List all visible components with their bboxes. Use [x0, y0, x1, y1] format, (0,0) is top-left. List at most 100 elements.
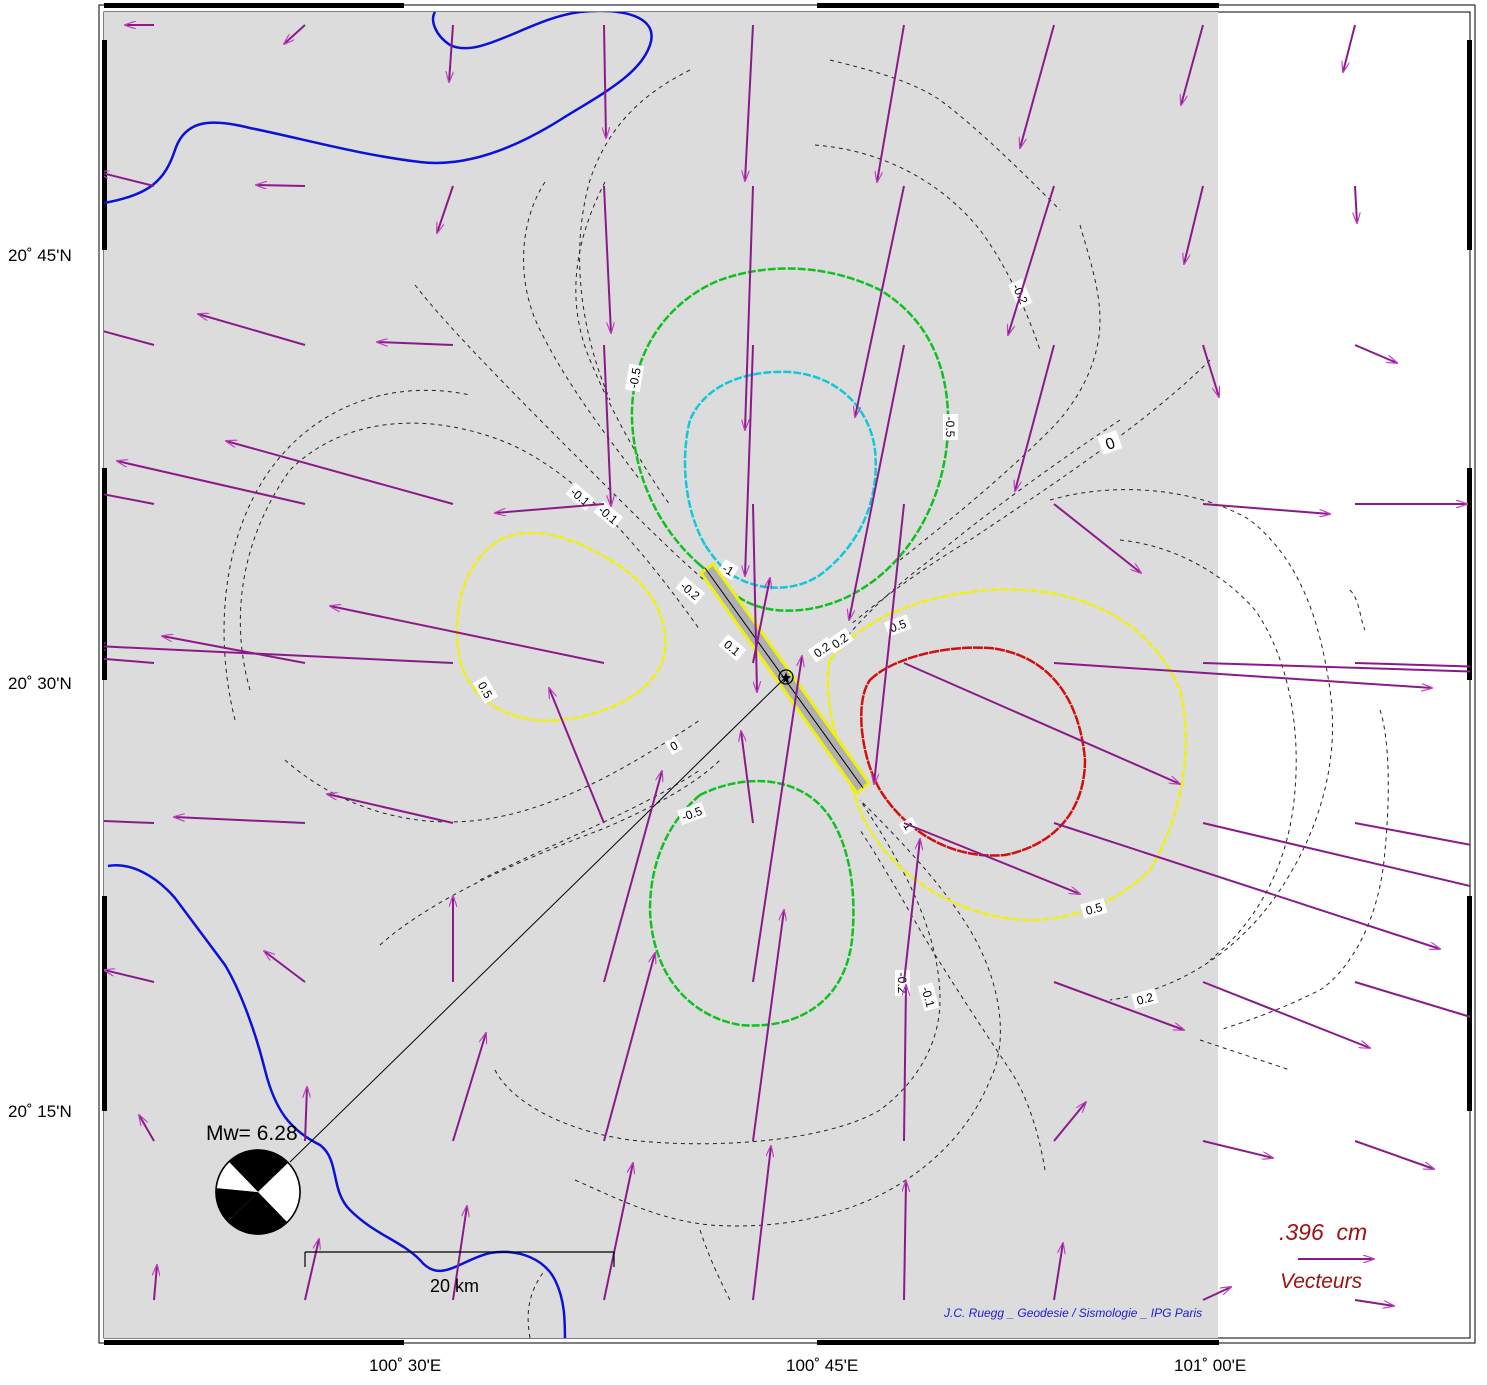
- contour-labels: -0.5 -0.5 -1 -0.5 0.5 0.5 1 0.5 0.2 -0.2…: [472, 278, 1159, 1012]
- displacement-vector: [1202, 503, 1330, 514]
- svg-text:0.5: 0.5: [888, 616, 909, 635]
- displacement-vector: [603, 185, 611, 333]
- river-lines: [104, 12, 653, 1338]
- displacement-vector: [117, 461, 306, 505]
- displacement-vector: [452, 1033, 486, 1142]
- displacement-vector: [903, 662, 1180, 784]
- displacement-vector: [256, 185, 306, 186]
- credit-text: J.C. Ruegg _ Geodesie / Sismologie _ IPG…: [944, 1306, 1203, 1320]
- displacement-vector: [452, 1206, 467, 1301]
- contour-pos-0.5-east: [826, 588, 1188, 922]
- displacement-vector: [1008, 185, 1055, 335]
- displacement-vector: [1053, 981, 1184, 1030]
- displacement-vector: [1184, 185, 1204, 264]
- model-grid-area: [104, 12, 1218, 1338]
- displacement-vector: [104, 646, 454, 664]
- displacement-vector: [1202, 981, 1370, 1048]
- displacement-vector: [752, 1146, 771, 1301]
- displacement-vectors: [104, 24, 1470, 1306]
- displacement-vector: [104, 330, 155, 346]
- displacement-vector: [603, 1163, 633, 1301]
- svg-text:0.5: 0.5: [1084, 900, 1104, 918]
- displacement-vector: [745, 344, 754, 576]
- displacement-vector: [330, 606, 605, 664]
- displacement-vector: [162, 636, 306, 664]
- displacement-vector: [1053, 662, 1432, 688]
- displacement-vector: [104, 172, 155, 187]
- displacement-vector: [874, 503, 905, 784]
- displacement-vector: [104, 657, 155, 664]
- displacement-vector: [855, 185, 905, 417]
- displacement-vector: [305, 1087, 307, 1142]
- displacement-vector: [1053, 1243, 1063, 1301]
- svg-text:-0.5: -0.5: [680, 804, 705, 824]
- contour-pos-0.5-west: [455, 531, 667, 722]
- lat-label-20-30: 20˚ 30'N: [8, 674, 72, 693]
- displacement-vector: [1015, 344, 1055, 491]
- displacement-vector: [377, 342, 454, 345]
- displacement-vector: [327, 794, 454, 824]
- displacement-vector: [549, 688, 605, 824]
- displacement-vector: [1053, 1102, 1086, 1142]
- displacement-vector: [1354, 981, 1470, 1018]
- contour-neg-1: [683, 370, 877, 589]
- displacement-vector: [904, 1181, 906, 1301]
- displacement-vector: [1020, 24, 1055, 148]
- displacement-vector: [904, 985, 906, 1142]
- lat-label-20-45: 20˚ 45'N: [8, 246, 72, 265]
- displacement-vector: [603, 344, 611, 506]
- lat-label-20-15: 20˚ 15'N: [8, 1102, 72, 1121]
- displacement-vector: [226, 441, 454, 505]
- svg-text:-0.1: -0.1: [919, 985, 938, 1009]
- displacement-vector: [1202, 662, 1470, 673]
- displacement-vector: [284, 24, 306, 44]
- displacement-vector: [436, 185, 454, 233]
- focal-mechanism-beachball-icon: [215, 1149, 301, 1235]
- svg-text:0.2: 0.2: [1135, 990, 1155, 1008]
- displacement-vector: [849, 344, 905, 620]
- displacement-vector: [264, 951, 306, 983]
- lon-label-100-45: 100˚ 45'E: [786, 1356, 859, 1375]
- displacement-vector: [1354, 662, 1470, 668]
- displacement-vector: [1354, 822, 1470, 846]
- displacement-vector: [903, 822, 1080, 894]
- displacement-vector: [104, 493, 155, 505]
- scale-bar: [304, 1251, 615, 1267]
- displacement-vector: [1202, 1287, 1231, 1301]
- displacement-vector: [304, 1239, 319, 1301]
- lon-label-100-30: 100˚ 30'E: [369, 1356, 442, 1375]
- displacement-vector: [198, 314, 306, 346]
- displacement-vector: [139, 1115, 155, 1142]
- displacement-vector: [154, 1265, 157, 1301]
- displacement-vector: [745, 24, 754, 181]
- displacement-vector: [1181, 24, 1204, 105]
- displacement-vector: [877, 24, 905, 182]
- displacement-vector: [752, 910, 784, 1142]
- contour-pos-1: [860, 646, 1087, 857]
- displacement-vector: [745, 185, 754, 430]
- svg-text:-0.5: -0.5: [943, 417, 957, 438]
- displacement-vector: [449, 24, 454, 82]
- displacement-vector: [741, 731, 754, 824]
- displacement-vector: [1202, 1140, 1273, 1158]
- displacement-vector: [104, 970, 155, 983]
- scale-bar-label: 20 km: [430, 1276, 480, 1296]
- displacement-vector: [1354, 1140, 1434, 1169]
- displacement-vector: [1354, 344, 1397, 363]
- vector-legend-label: Vecteurs: [1280, 1270, 1363, 1293]
- displacement-vector: [104, 820, 155, 824]
- contour-neg-0.5-north: [630, 267, 950, 612]
- displacement-vector: [903, 839, 920, 983]
- lon-label-101-00: 101˚ 00'E: [1174, 1356, 1247, 1375]
- magnitude-label: Mw= 6.28: [206, 1122, 298, 1145]
- svg-text:-0.5: -0.5: [626, 366, 643, 389]
- displacement-vector: [752, 578, 770, 664]
- displacement-vector: [1053, 822, 1440, 949]
- displacement-vector: [752, 503, 757, 692]
- displacement-vector: [1343, 24, 1356, 72]
- displacement-vector: [495, 503, 605, 513]
- displacement-vector: [603, 771, 662, 983]
- epicenter-star-icon: [289, 669, 794, 1163]
- displacement-vector: [603, 953, 655, 1142]
